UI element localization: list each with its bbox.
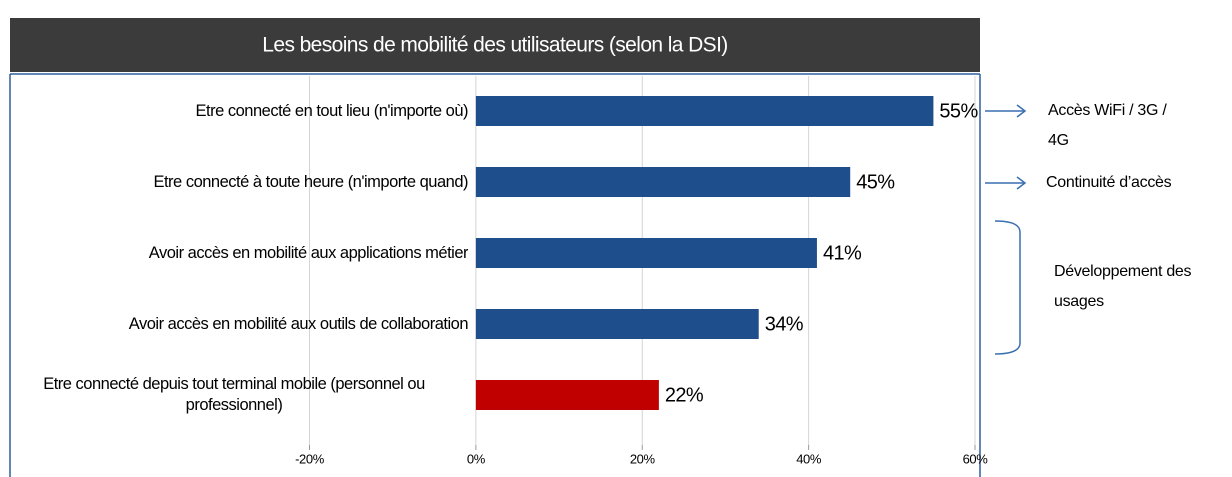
category-label-box: Etre connecté à toute heure (n'importe q… (0, 152, 468, 212)
category-label-box: Avoir accès en mobilité aux outils de co… (0, 294, 468, 354)
bar (475, 380, 659, 410)
x-tick-label: -20% (295, 451, 325, 466)
value-label: 45% (856, 171, 895, 193)
x-tick-label: 20% (630, 451, 656, 466)
bar (475, 167, 851, 197)
title-band (10, 18, 980, 72)
frame (9, 73, 981, 477)
category-label-box: Etre connecté depuis tout terminal mobil… (0, 365, 468, 425)
value-label: 41% (823, 242, 862, 264)
bar (475, 96, 934, 126)
category-label: Avoir accès en mobilité aux applications… (0, 223, 468, 283)
value-label: 34% (765, 313, 804, 335)
annotation: Développement des usages (1054, 257, 1194, 317)
category-label: Etre connecté depuis tout terminal mobil… (0, 365, 468, 425)
x-tick-label: 0% (467, 451, 486, 466)
category-label-text: Avoir accès en mobilité aux applications… (148, 243, 468, 262)
category-label-text: Avoir accès en mobilité aux outils de co… (128, 314, 468, 333)
annotation-arrows (985, 104, 1027, 355)
bar (475, 238, 817, 268)
category-label-text: Etre connecté en tout lieu (n'importe où… (195, 101, 468, 120)
category-label-text: Etre connecté depuis tout terminal mobil… (43, 375, 425, 414)
annotation: Accès WiFi / 3G / 4G (1048, 96, 1188, 156)
category-label: Etre connecté à toute heure (n'importe q… (0, 152, 468, 212)
annotation-text: Développement des usages (1054, 263, 1192, 310)
category-label: Avoir accès en mobilité aux outils de co… (0, 294, 468, 354)
x-tick-label: 40% (796, 451, 822, 466)
category-label-text: Etre connecté à toute heure (n'importe q… (153, 172, 468, 191)
bar (475, 309, 759, 339)
annotation: Continuité d’accès (1046, 168, 1186, 198)
annotation-box: Développement des usages (1054, 257, 1194, 317)
annotation-text: Accès WiFi / 3G / 4G (1048, 102, 1167, 149)
annotation-box: Continuité d’accès (1046, 168, 1186, 198)
category-label-box: Avoir accès en mobilité aux applications… (0, 223, 468, 283)
category-label-box: Etre connecté en tout lieu (n'importe où… (0, 81, 468, 141)
annotation-box: Accès WiFi / 3G / 4G (1048, 96, 1188, 156)
category-label: Etre connecté en tout lieu (n'importe où… (0, 81, 468, 141)
value-label: 22% (665, 384, 704, 406)
chart-title: Les besoins de mobilité des utilisateurs… (262, 34, 727, 57)
value-label: 55% (939, 100, 978, 122)
x-tick-label: 60% (963, 451, 989, 466)
annotation-text: Continuité d’accès (1046, 174, 1172, 191)
